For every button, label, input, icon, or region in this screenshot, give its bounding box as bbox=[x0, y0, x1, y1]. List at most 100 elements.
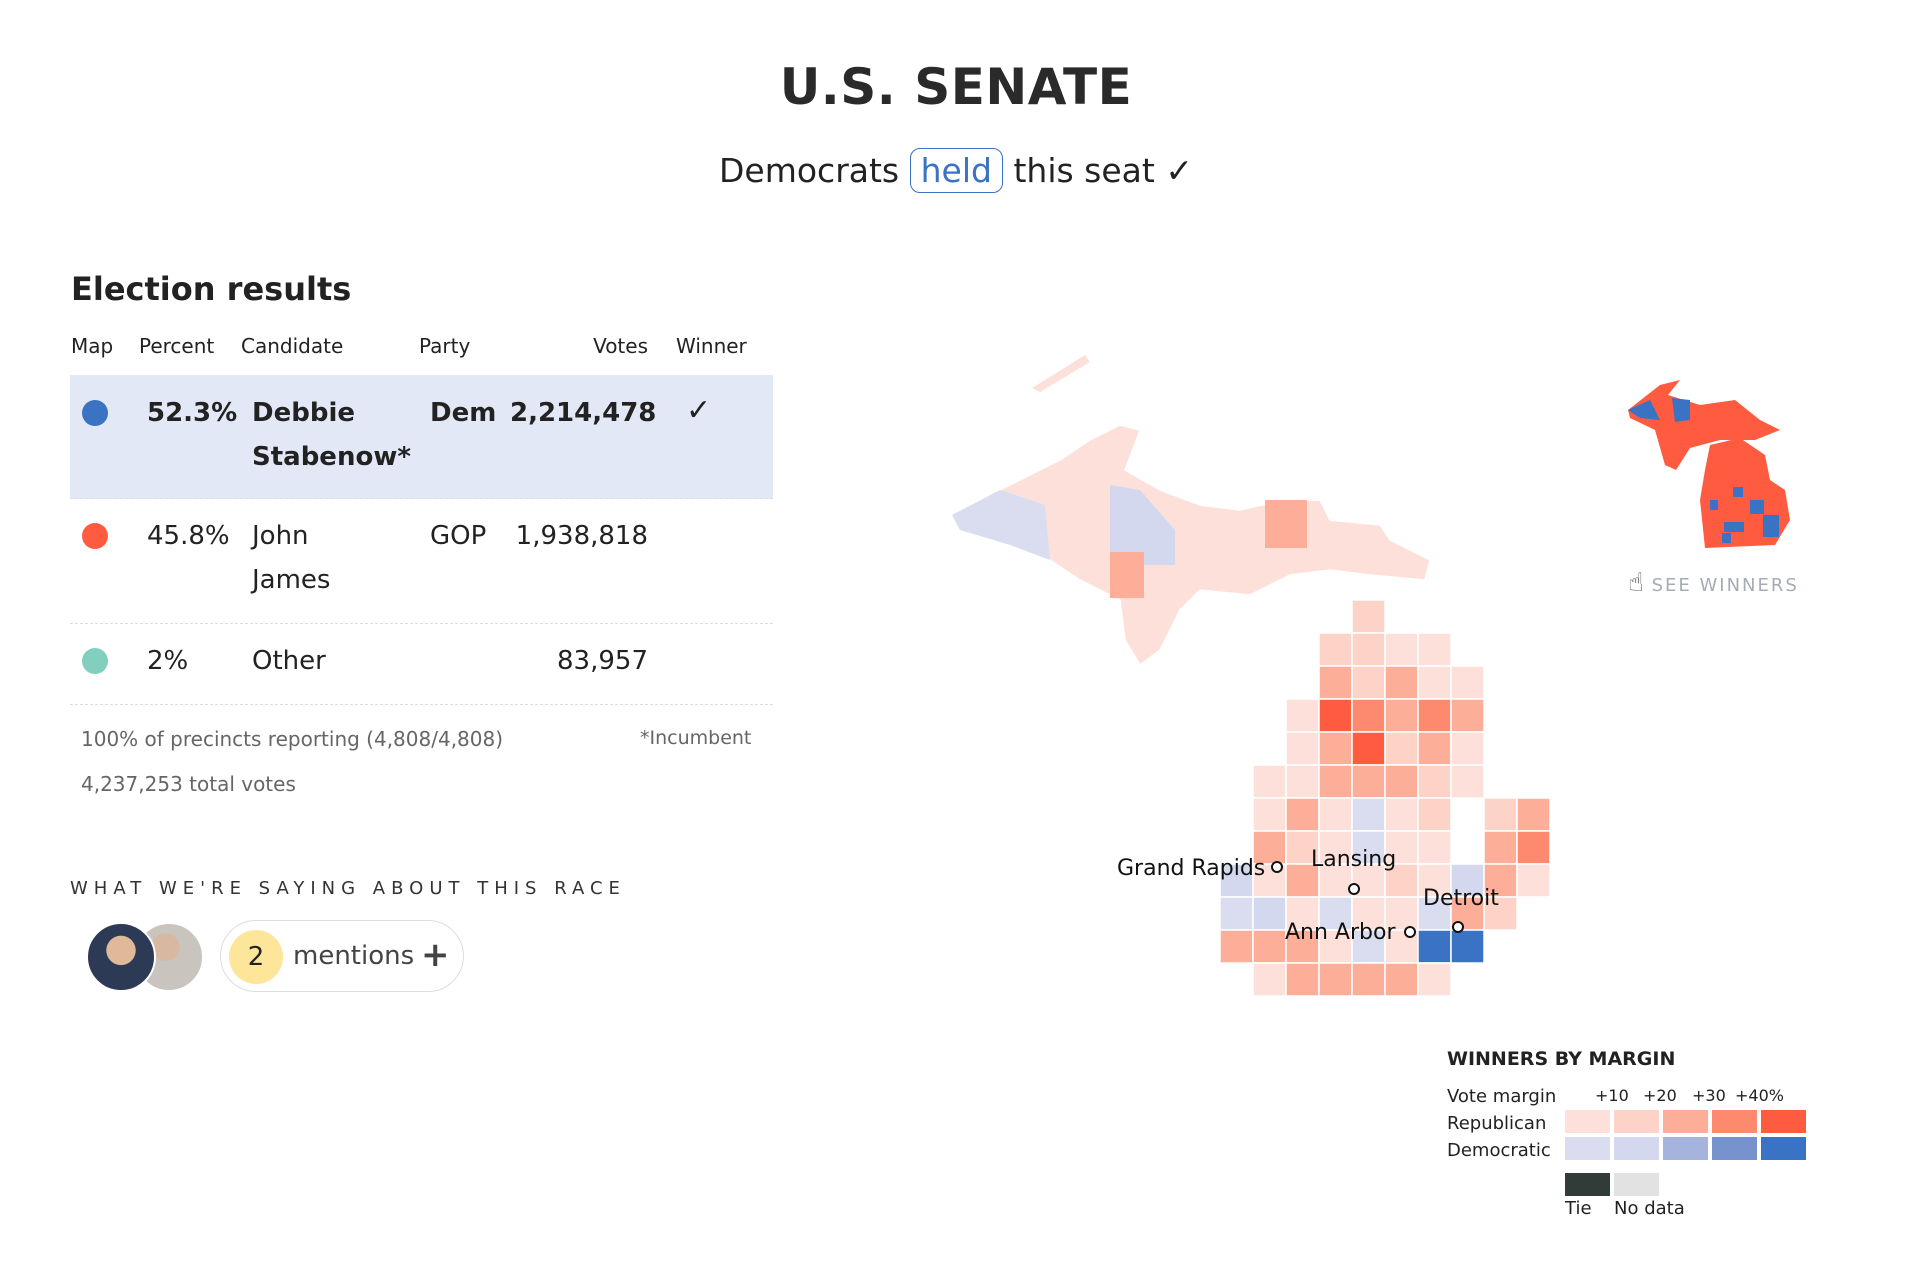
county[interactable] bbox=[1384, 632, 1419, 667]
county[interactable] bbox=[1252, 929, 1287, 964]
county[interactable] bbox=[1450, 731, 1485, 766]
city-label: Lansing bbox=[1311, 847, 1396, 872]
county[interactable] bbox=[1516, 863, 1551, 898]
county[interactable] bbox=[1252, 764, 1287, 799]
county[interactable] bbox=[1384, 863, 1419, 898]
county[interactable] bbox=[1384, 962, 1419, 997]
county[interactable] bbox=[1450, 764, 1485, 799]
col-party: Party bbox=[419, 334, 471, 358]
legend-swatch-dem bbox=[1614, 1137, 1659, 1160]
county[interactable] bbox=[1351, 632, 1386, 667]
legend-swatch-rep bbox=[1712, 1110, 1757, 1133]
county[interactable] bbox=[1318, 698, 1353, 733]
county[interactable] bbox=[1285, 731, 1320, 766]
col-percent: Percent bbox=[139, 334, 215, 358]
county[interactable] bbox=[1417, 731, 1452, 766]
county[interactable] bbox=[1417, 896, 1452, 931]
county[interactable] bbox=[1351, 698, 1386, 733]
avatar[interactable] bbox=[86, 922, 156, 992]
legend-tie: Tie bbox=[1565, 1198, 1592, 1219]
votes: 1,938,818 bbox=[515, 521, 648, 551]
candidate-last: James bbox=[252, 565, 331, 595]
candidate-first: Other bbox=[252, 646, 326, 676]
county[interactable] bbox=[1252, 962, 1287, 997]
result-row[interactable]: 2% Other 83,957 bbox=[70, 623, 773, 705]
county[interactable] bbox=[1516, 830, 1551, 865]
county[interactable] bbox=[1417, 863, 1452, 898]
party: Dem bbox=[430, 398, 497, 428]
see-winners-button[interactable]: ☝ SEE WINNERS bbox=[1628, 568, 1799, 598]
county[interactable] bbox=[1483, 830, 1518, 865]
party-color-dot bbox=[82, 648, 108, 674]
county[interactable] bbox=[1417, 698, 1452, 733]
county[interactable] bbox=[1351, 731, 1386, 766]
county[interactable] bbox=[1318, 632, 1353, 667]
county[interactable] bbox=[1285, 896, 1320, 931]
mentions-button[interactable]: 2 mentions + bbox=[220, 920, 464, 992]
county[interactable] bbox=[1318, 962, 1353, 997]
county[interactable] bbox=[1351, 962, 1386, 997]
county[interactable] bbox=[1219, 929, 1254, 964]
mini-winners-map[interactable] bbox=[1628, 380, 1790, 548]
total-votes: 4,237,253 total votes bbox=[81, 772, 296, 796]
county[interactable] bbox=[1252, 863, 1287, 898]
county[interactable] bbox=[1318, 665, 1353, 700]
county[interactable] bbox=[1252, 797, 1287, 832]
upper-peninsula[interactable] bbox=[950, 355, 1431, 667]
county[interactable] bbox=[1417, 632, 1452, 667]
county[interactable] bbox=[1318, 896, 1353, 931]
county[interactable] bbox=[1318, 731, 1353, 766]
county[interactable] bbox=[1351, 797, 1386, 832]
county[interactable] bbox=[1417, 929, 1452, 964]
legend-swatch-rep bbox=[1565, 1110, 1610, 1133]
legend-swatch-tie bbox=[1565, 1173, 1610, 1196]
county[interactable] bbox=[1285, 698, 1320, 733]
candidate-first: Debbie bbox=[252, 398, 355, 428]
legend-democratic: Democratic bbox=[1447, 1140, 1551, 1161]
county[interactable] bbox=[1219, 896, 1254, 931]
county[interactable] bbox=[1285, 929, 1320, 964]
county[interactable] bbox=[1450, 929, 1485, 964]
legend-swatch-dem bbox=[1712, 1137, 1757, 1160]
county[interactable] bbox=[1483, 896, 1518, 931]
county[interactable] bbox=[1252, 896, 1287, 931]
county[interactable] bbox=[1318, 797, 1353, 832]
result-row[interactable]: 52.3% Debbie Stabenow* Dem 2,214,478 ✓ bbox=[70, 375, 773, 499]
county[interactable] bbox=[1450, 863, 1485, 898]
result-row[interactable]: 45.8% John James GOP 1,938,818 bbox=[70, 498, 773, 624]
county[interactable] bbox=[1384, 665, 1419, 700]
county[interactable] bbox=[1417, 665, 1452, 700]
county[interactable] bbox=[1450, 698, 1485, 733]
col-votes: Votes bbox=[593, 334, 648, 358]
county[interactable] bbox=[1516, 797, 1551, 832]
county[interactable] bbox=[1417, 797, 1452, 832]
county[interactable] bbox=[1351, 929, 1386, 964]
county[interactable] bbox=[1384, 698, 1419, 733]
county[interactable] bbox=[1351, 764, 1386, 799]
county[interactable] bbox=[1483, 797, 1518, 832]
county[interactable] bbox=[1417, 830, 1452, 865]
lower-peninsula[interactable] bbox=[1219, 599, 1551, 997]
county[interactable] bbox=[1417, 962, 1452, 997]
detroit-marker bbox=[1452, 921, 1464, 933]
legend-no-data: No data bbox=[1614, 1198, 1685, 1219]
county[interactable] bbox=[1285, 797, 1320, 832]
county[interactable] bbox=[1351, 665, 1386, 700]
county[interactable] bbox=[1318, 764, 1353, 799]
county[interactable] bbox=[1384, 797, 1419, 832]
held-badge[interactable]: held bbox=[909, 148, 1003, 193]
county[interactable] bbox=[1384, 764, 1419, 799]
county[interactable] bbox=[1384, 731, 1419, 766]
county[interactable] bbox=[1351, 599, 1386, 634]
county[interactable] bbox=[1417, 764, 1452, 799]
county[interactable] bbox=[1450, 665, 1485, 700]
county[interactable] bbox=[1285, 962, 1320, 997]
votes: 83,957 bbox=[557, 646, 648, 676]
city-label: Detroit bbox=[1423, 886, 1499, 911]
grand-rapids-marker bbox=[1271, 861, 1283, 873]
legend-republican: Republican bbox=[1447, 1113, 1547, 1134]
county[interactable] bbox=[1219, 863, 1254, 898]
county[interactable] bbox=[1285, 764, 1320, 799]
reporting-status: 100% of precincts reporting (4,808/4,808… bbox=[81, 727, 504, 751]
